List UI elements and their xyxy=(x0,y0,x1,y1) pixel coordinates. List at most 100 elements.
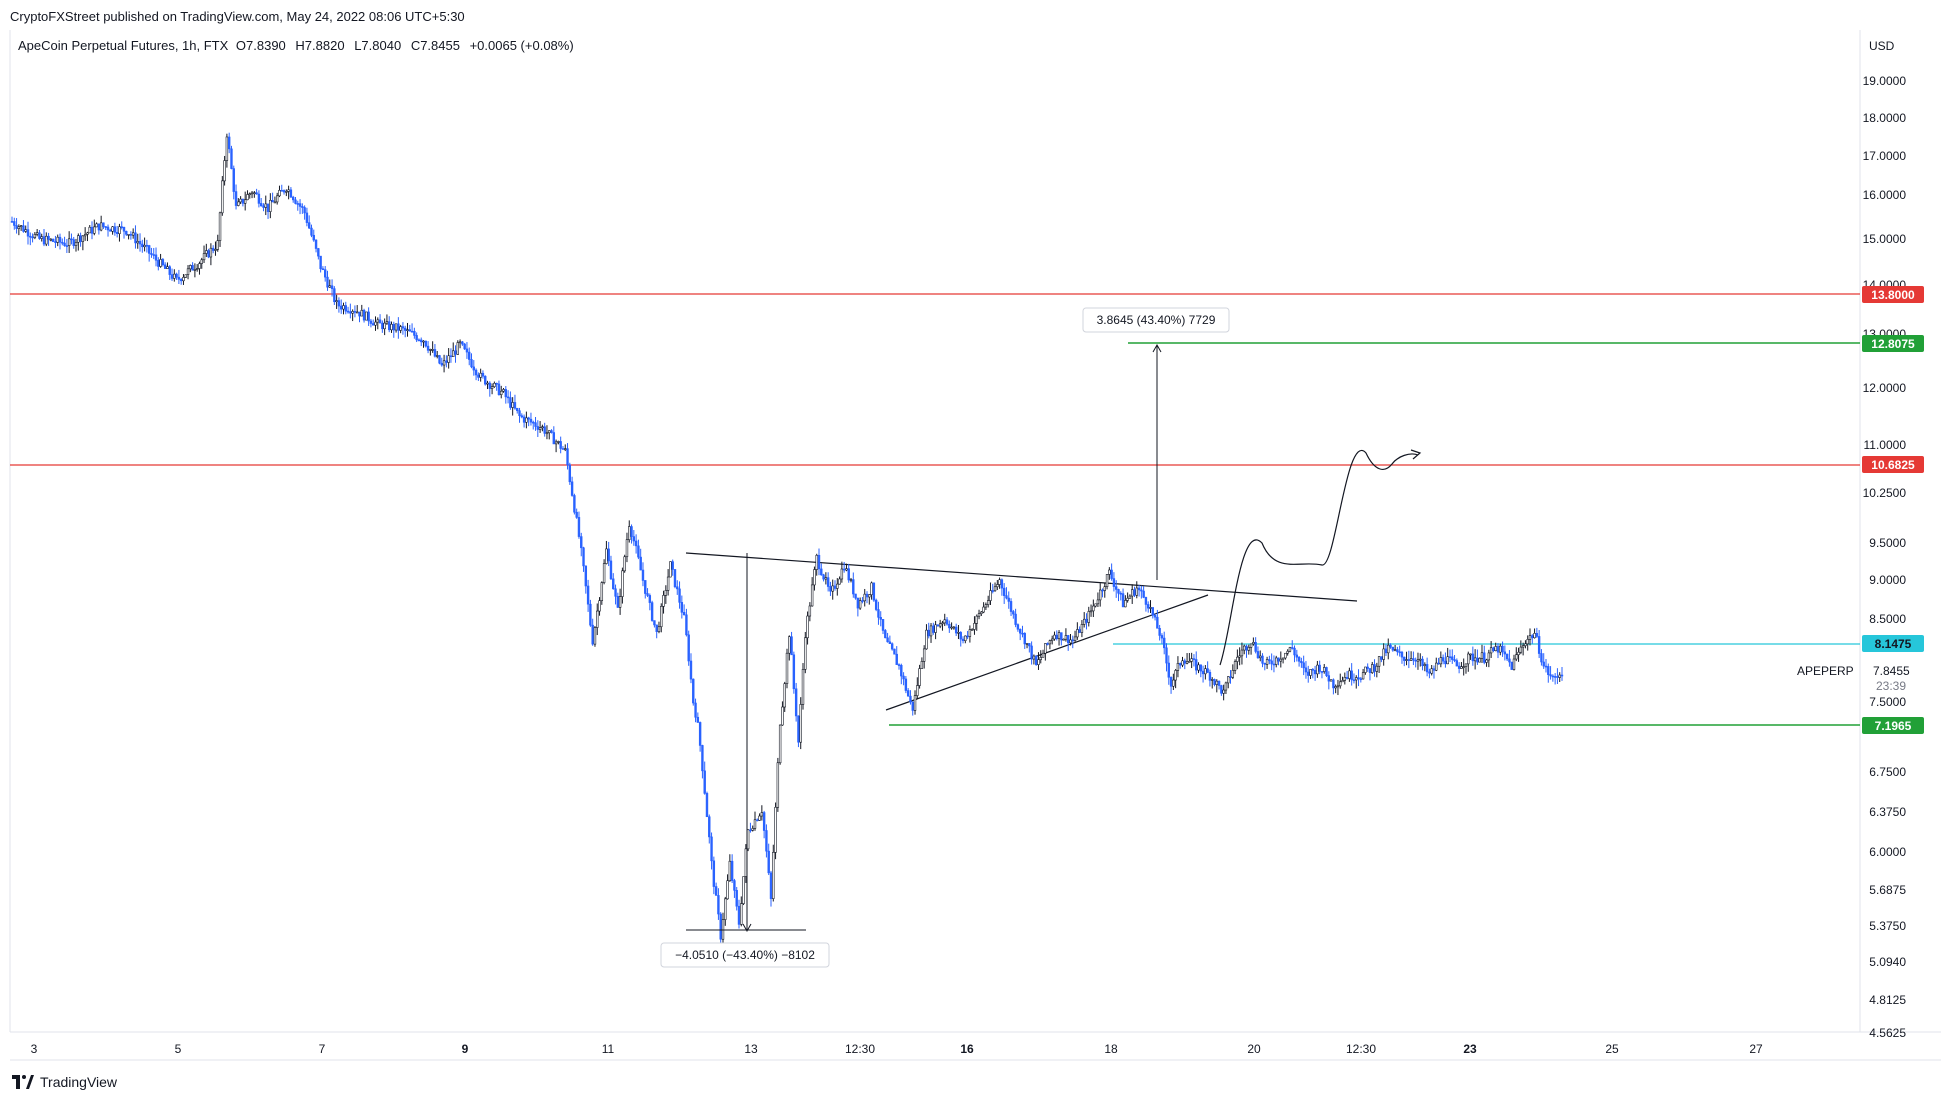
candle-body xyxy=(1313,669,1317,675)
candle-body xyxy=(177,276,181,280)
candle-body xyxy=(58,236,62,243)
candle-body xyxy=(383,322,386,330)
candle-body xyxy=(1334,686,1337,689)
candle-body xyxy=(358,311,361,317)
candle-body xyxy=(657,626,661,632)
candle-body xyxy=(879,617,882,620)
candle-body xyxy=(838,578,841,585)
candle-body xyxy=(1172,679,1175,687)
candle-body xyxy=(127,234,130,236)
candle-body xyxy=(602,563,606,583)
candle-body xyxy=(230,148,233,169)
candle-body xyxy=(1094,603,1097,607)
projected-path[interactable] xyxy=(1219,449,1419,666)
candle-body xyxy=(998,579,1001,585)
candle-body xyxy=(561,448,565,450)
candle-body xyxy=(1512,658,1516,670)
candle-body xyxy=(861,600,864,602)
candle-body xyxy=(966,635,969,638)
candle-body xyxy=(623,556,626,572)
candle-body xyxy=(307,222,311,229)
candle-body xyxy=(1473,657,1477,662)
candle-body xyxy=(1229,676,1232,678)
candle-body xyxy=(1489,647,1493,654)
candle-body xyxy=(918,668,921,686)
candle-body xyxy=(1092,605,1095,612)
candle-body xyxy=(632,536,636,542)
candle-body xyxy=(1279,658,1283,662)
candle-body xyxy=(952,626,956,629)
candle-body xyxy=(680,602,684,613)
candle-body xyxy=(362,309,366,321)
candle-body xyxy=(888,641,892,644)
candle-body xyxy=(1080,624,1084,633)
triangle-upper-trendline[interactable] xyxy=(685,552,1358,602)
candle-body xyxy=(1110,569,1113,579)
candle-body xyxy=(600,582,604,601)
candle-body xyxy=(1032,655,1036,660)
candle-body xyxy=(593,627,597,645)
candle-body xyxy=(696,716,700,723)
candle-body xyxy=(1462,666,1465,668)
candle-body xyxy=(1455,660,1459,667)
candle-body xyxy=(1364,666,1367,673)
candle-body xyxy=(1526,639,1529,645)
candle-body xyxy=(385,321,389,324)
candle-body xyxy=(573,495,576,513)
candle-body xyxy=(266,203,270,212)
candle-body xyxy=(319,255,322,270)
candle-body xyxy=(1012,611,1015,615)
candle-body xyxy=(223,160,226,182)
candle-body xyxy=(1064,635,1068,640)
candle-body xyxy=(522,416,526,423)
candle-body xyxy=(65,245,69,247)
candle-body xyxy=(1405,659,1408,661)
candle-body xyxy=(1387,644,1390,654)
candle-body xyxy=(275,195,279,203)
candle-body xyxy=(1160,635,1164,639)
candle-body xyxy=(1135,587,1138,596)
triangle-lower-trendline[interactable] xyxy=(885,594,1209,711)
candle-body xyxy=(881,619,885,631)
candle-body xyxy=(1492,647,1495,651)
candle-body xyxy=(35,232,39,235)
candle-body xyxy=(941,622,944,625)
candle-body xyxy=(303,207,306,214)
candle-body xyxy=(349,311,352,314)
candle-body xyxy=(97,223,101,231)
candle-body xyxy=(209,247,213,258)
candle-body xyxy=(1476,657,1479,663)
candle-body xyxy=(1213,679,1216,685)
candle-body xyxy=(113,226,117,233)
time-tick-label: 20 xyxy=(1247,1042,1261,1056)
candle-body xyxy=(1179,663,1182,666)
svg-text:8.1475: 8.1475 xyxy=(1875,637,1912,651)
candle-body xyxy=(895,653,898,665)
candle-body xyxy=(454,350,457,355)
price-tag-7-20: 7.1965 xyxy=(1862,717,1924,734)
candle-body xyxy=(543,426,546,434)
candle-body xyxy=(840,568,844,580)
candle-body xyxy=(660,606,663,628)
candle-body xyxy=(1076,629,1079,638)
candle-body xyxy=(179,279,183,282)
candle-body xyxy=(1062,638,1065,641)
candle-body xyxy=(81,235,85,242)
candle-body xyxy=(150,253,153,255)
candle-body xyxy=(182,277,185,282)
candle-body xyxy=(833,585,837,589)
candle-body xyxy=(285,191,288,193)
candle-body xyxy=(70,238,73,241)
candle-body xyxy=(22,225,25,232)
candle-body xyxy=(934,624,937,633)
candle-body xyxy=(1318,664,1321,672)
time-axis-ticks: 3 5 7 9 11 13 12:30 16 18 20 12:30 23 25 27 xyxy=(31,1042,1763,1056)
candle-body xyxy=(1247,646,1250,651)
candle-body xyxy=(1201,670,1205,675)
candle-body xyxy=(772,852,775,899)
candle-body xyxy=(673,569,677,588)
candle-body xyxy=(648,595,652,603)
candle-body xyxy=(822,574,825,580)
candle-body xyxy=(227,136,231,150)
